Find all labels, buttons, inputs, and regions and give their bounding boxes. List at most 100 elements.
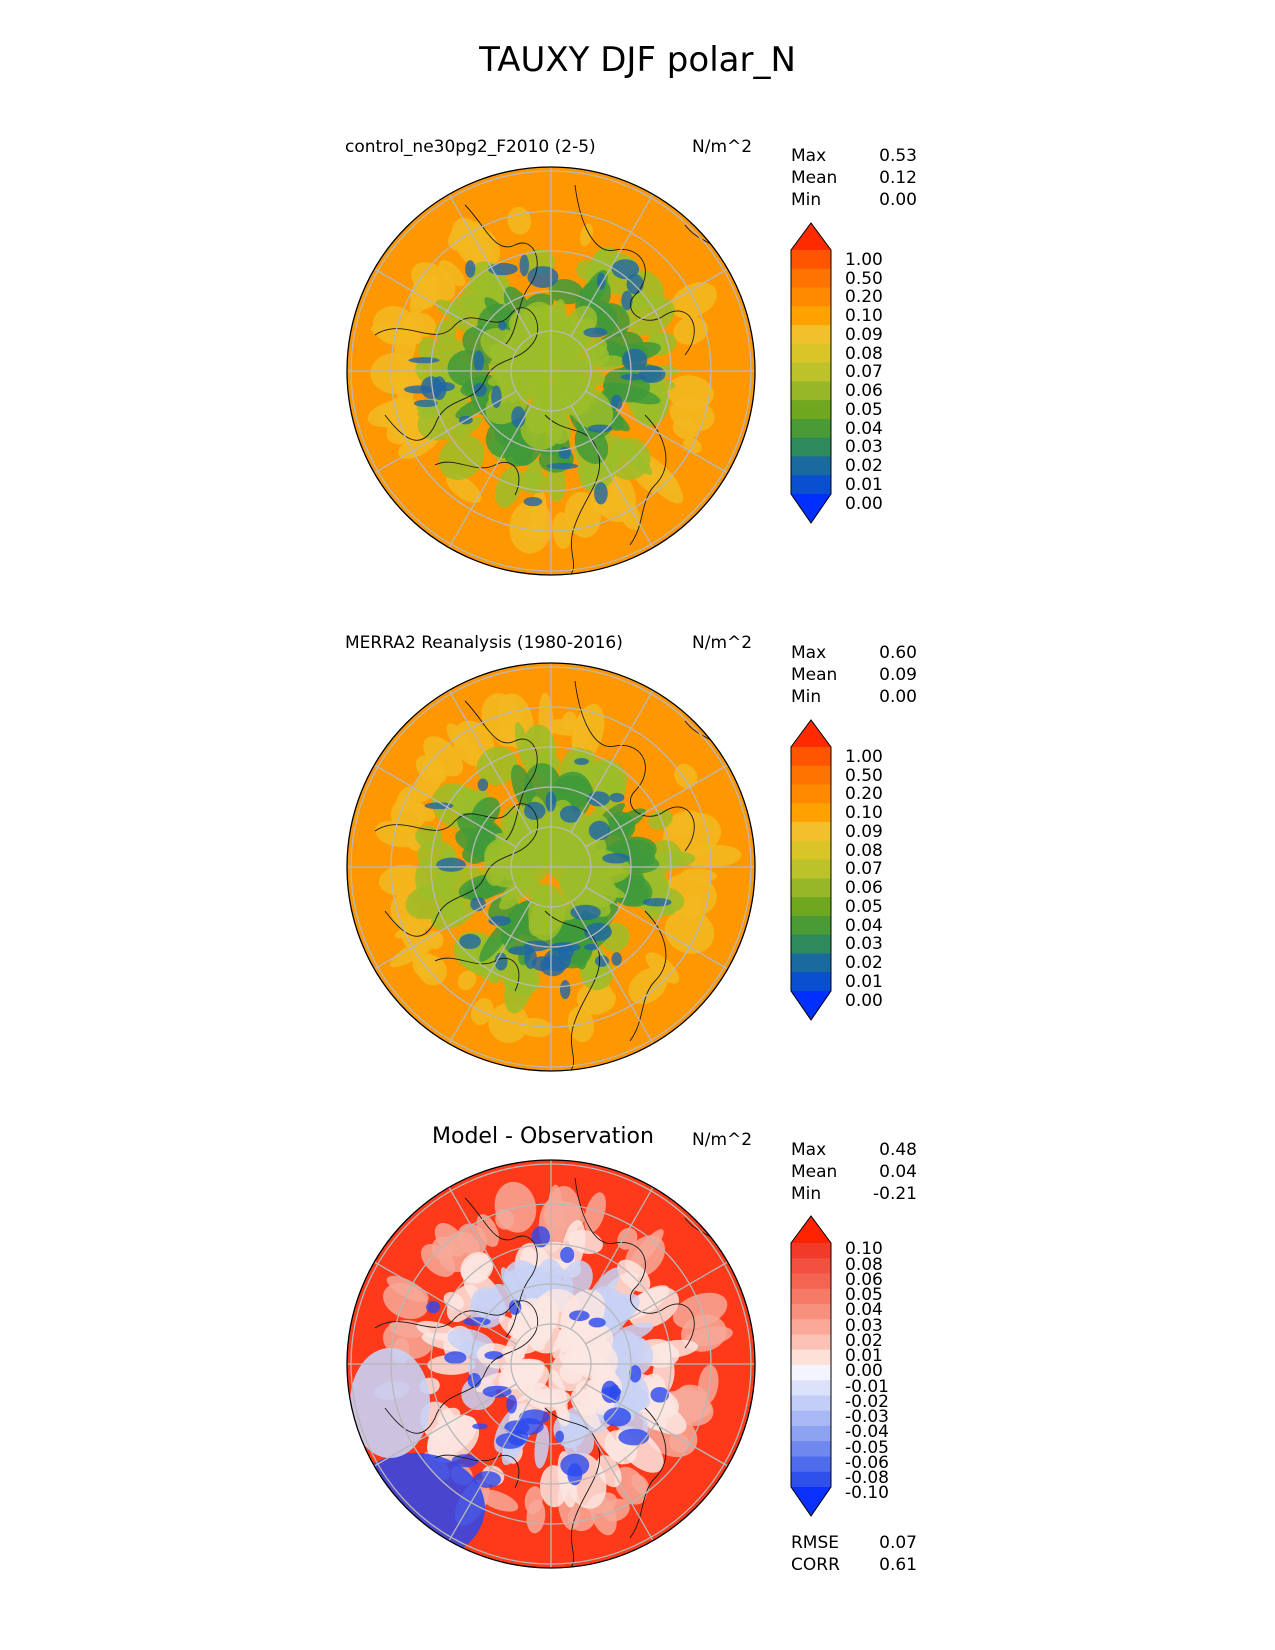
colorbar-tick-label: 0.01 <box>845 972 883 992</box>
colorbar-tick-label: 0.10 <box>845 803 883 824</box>
colorbar-tick-label: 0.07 <box>845 859 883 880</box>
colorbar-band <box>791 822 831 842</box>
colorbar-band <box>791 306 831 326</box>
colorbar-tick-label: 0.04 <box>845 418 883 439</box>
colorbar-band <box>791 1441 831 1458</box>
colorbar-tick-label: -0.01 <box>845 1376 889 1397</box>
colorbar-tick-label: 0.06 <box>845 1269 883 1290</box>
colorbar-band <box>791 878 831 898</box>
colorbar-tick-label: 0.09 <box>845 821 883 842</box>
colorbar-extend-bottom <box>791 991 831 1020</box>
colorbar-band <box>791 1365 831 1381</box>
colorbar-band <box>791 972 831 992</box>
colorbar-tick-label: 0.08 <box>845 343 883 364</box>
colorbar-band <box>791 747 831 767</box>
colorbar-band <box>791 803 831 823</box>
panel-2-units: N/m^2 <box>692 633 753 653</box>
colorbar-band <box>791 859 831 879</box>
colorbar-band <box>791 915 831 936</box>
colorbar-band <box>791 1471 831 1488</box>
colorbar-tick-label: 0.01 <box>845 475 883 495</box>
colorbar-band <box>791 1304 831 1320</box>
colorbar-tick-label: 0.08 <box>845 1254 883 1275</box>
colorbar-band <box>791 1273 831 1290</box>
panel-3-colorbar: 0.10 0.08 0.06 0.05 0.04 0.03 0.02 0.01 0.00 -0.0… <box>790 1215 889 1517</box>
colorbar-tick-label: 0.06 <box>845 878 883 899</box>
colorbar-band <box>791 1319 831 1336</box>
panel-1-title: control_ne30pg2_F2010 (2-5) <box>345 137 596 157</box>
colorbar-tick-label: 0.03 <box>845 934 883 955</box>
colorbar-band <box>791 765 831 786</box>
colorbar-band <box>791 1288 831 1305</box>
colorbar-band <box>791 437 831 458</box>
panel-1-colorbar: 1.00 0.50 0.20 0.10 0.09 0.08 0.07 0.06 0.05 0.04… <box>790 222 883 524</box>
colorbar-band <box>791 343 831 364</box>
colorbar-band <box>791 1380 831 1397</box>
colorbar-band <box>791 1456 831 1473</box>
panel-3-polar-map <box>345 1158 757 1570</box>
colorbar-tick-label: 0.06 <box>845 381 883 402</box>
colorbar-tick-label: 0.05 <box>845 399 883 420</box>
colorbar-band <box>791 934 831 955</box>
colorbar-band <box>791 1258 831 1275</box>
colorbar-band <box>791 1334 831 1351</box>
colorbar-tick-label: 0.05 <box>845 896 883 917</box>
colorbar-band <box>791 1243 831 1259</box>
colorbar-tick-label: 0.03 <box>845 1315 883 1336</box>
colorbar-band <box>791 475 831 495</box>
panel-2-title: MERRA2 Reanalysis (1980-2016) <box>345 633 623 653</box>
panel-3-units: N/m^2 <box>692 1130 753 1150</box>
colorbar-extend-bottom <box>791 494 831 523</box>
colorbar-tick-label: -0.06 <box>845 1452 889 1473</box>
colorbar-extend-top <box>791 223 831 250</box>
colorbar-band <box>791 784 831 804</box>
panel-1-polar-map <box>345 165 757 577</box>
colorbar-tick-label: -0.04 <box>845 1422 889 1443</box>
colorbar-band <box>791 953 831 973</box>
figure-title: TAUXY DJF polar_N <box>479 40 796 80</box>
colorbar-tick-label: 0.09 <box>845 324 883 345</box>
colorbar-tick-label: -0.02 <box>845 1391 889 1412</box>
colorbar-tick-label: 0.02 <box>845 953 883 974</box>
colorbar-band <box>791 1410 831 1427</box>
colorbar-band <box>791 1395 831 1412</box>
colorbar-tick-label: 0.02 <box>845 1330 883 1351</box>
colorbar-tick-label: 0.00 <box>845 493 883 514</box>
colorbar-band <box>791 250 831 270</box>
colorbar-tick-label: 0.20 <box>845 287 883 308</box>
colorbar-extend-top <box>791 1216 831 1243</box>
colorbar-tick-label: 1.00 <box>845 746 883 767</box>
panel-3-title: Model - Observation <box>432 1124 654 1149</box>
colorbar-tick-label: -0.08 <box>845 1468 889 1488</box>
colorbar-tick-label: 0.01 <box>845 1346 883 1366</box>
colorbar-band <box>791 400 831 420</box>
colorbar-tick-label: 0.02 <box>845 456 883 477</box>
colorbar-band <box>791 840 831 861</box>
colorbar-tick-label: -0.10 <box>845 1483 889 1504</box>
colorbar-band <box>791 418 831 439</box>
colorbar-tick-label: 0.08 <box>845 840 883 861</box>
colorbar-tick-label: -0.03 <box>845 1407 889 1427</box>
colorbar-band <box>791 287 831 307</box>
panel-2-colorbar: 1.00 0.50 0.20 0.10 0.09 0.08 0.07 0.06 0.05 0.04… <box>790 719 883 1021</box>
colorbar-tick-label: 0.04 <box>845 915 883 936</box>
colorbar-band <box>791 325 831 345</box>
colorbar-tick-label: 1.00 <box>845 249 883 270</box>
colorbar-tick-label: 0.50 <box>845 765 883 786</box>
colorbar-band <box>791 1426 831 1442</box>
panel-2-polar-map <box>345 661 757 1073</box>
colorbar-band <box>791 456 831 476</box>
colorbar-band <box>791 381 831 401</box>
colorbar-band <box>791 897 831 917</box>
colorbar-band <box>791 1349 831 1366</box>
colorbar-tick-label: 0.04 <box>845 1300 883 1321</box>
panel-1-units: N/m^2 <box>692 137 753 157</box>
colorbar-tick-label: -0.05 <box>845 1437 889 1458</box>
colorbar-tick-label: 0.10 <box>845 306 883 327</box>
colorbar-tick-label: 0.00 <box>845 1361 883 1382</box>
colorbar-band <box>791 268 831 289</box>
colorbar-tick-label: 0.05 <box>845 1285 883 1305</box>
colorbar-tick-label: 0.10 <box>845 1239 883 1260</box>
colorbar-tick-label: 0.00 <box>845 990 883 1011</box>
colorbar-tick-label: 0.07 <box>845 362 883 383</box>
